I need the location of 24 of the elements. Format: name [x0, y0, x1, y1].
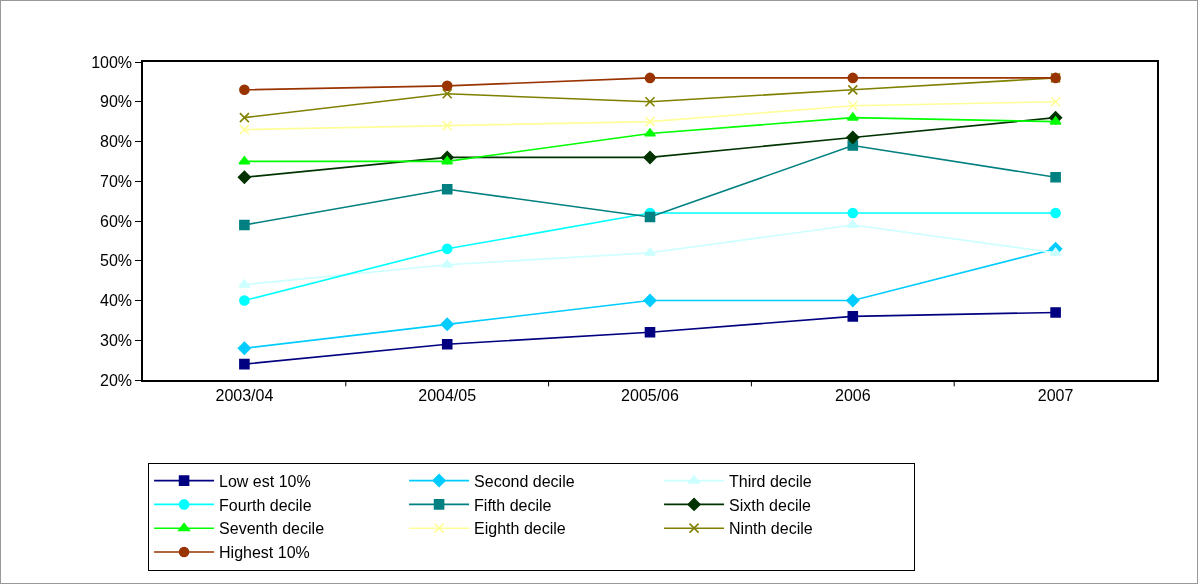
y-tick-label: 80%: [100, 133, 133, 151]
x-tick-label: 2007: [1037, 386, 1074, 404]
legend-label: Ninth decile: [729, 520, 813, 538]
y-tick-label: 20%: [100, 371, 133, 389]
legend-label: Sixth decile: [729, 496, 811, 514]
legend-label: Fifth decile: [474, 496, 552, 514]
x-tick-label: 2004/05: [418, 386, 477, 404]
x-tick-label: 2003/04: [215, 386, 274, 404]
legend-label: Seventh decile: [219, 520, 325, 538]
y-tick-label: 30%: [100, 331, 133, 349]
legend-label: Low est 10%: [219, 472, 311, 490]
legend-label: Third decile: [729, 472, 812, 490]
legend-label: Fourth decile: [219, 496, 312, 514]
y-tick-label: 70%: [100, 172, 133, 190]
legend-label: Eighth decile: [474, 520, 566, 538]
y-tick-label: 40%: [100, 292, 133, 310]
y-tick-label: 60%: [100, 212, 133, 230]
legend-label: Highest 10%: [219, 544, 310, 562]
y-tick-label: 90%: [100, 93, 133, 111]
y-tick-label: 50%: [100, 252, 133, 270]
legend-label: Second decile: [474, 472, 575, 490]
y-tick-label: 100%: [91, 53, 133, 71]
x-tick-label: 2005/06: [621, 386, 680, 404]
x-tick-label: 2006: [835, 386, 871, 404]
